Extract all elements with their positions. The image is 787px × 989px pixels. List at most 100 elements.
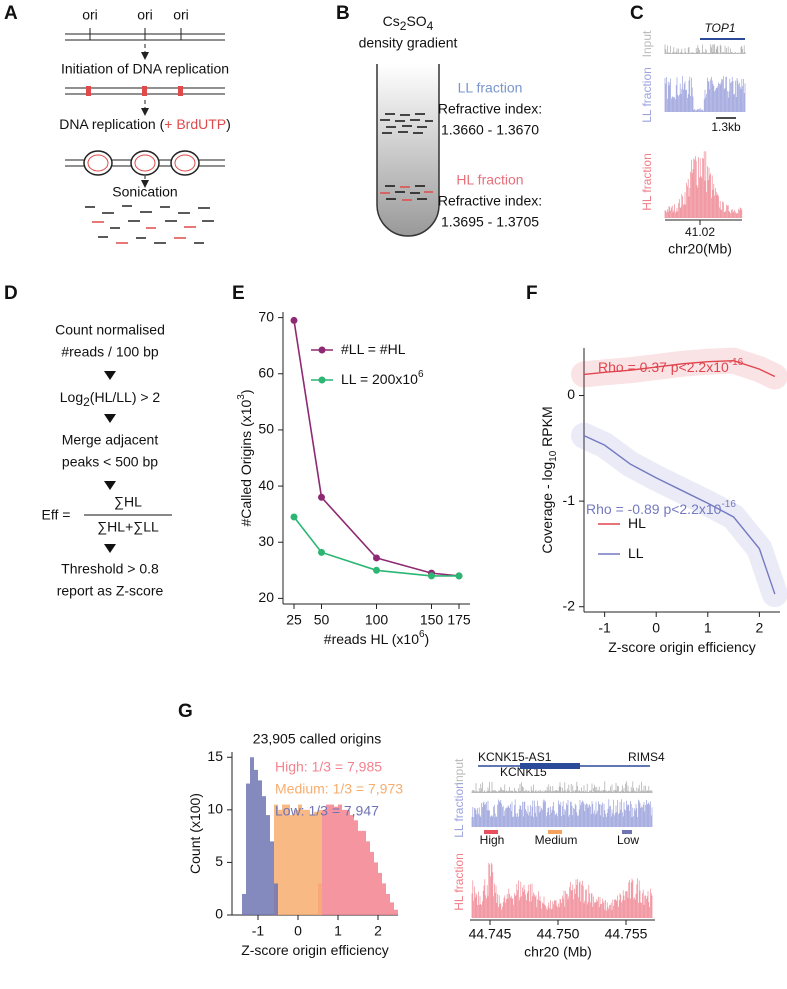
track-tick-label: 44.750	[537, 926, 580, 942]
histogram-bar	[394, 909, 398, 915]
fraction-label: Refractive index:	[438, 101, 542, 117]
histogram-bar	[274, 804, 278, 915]
track-axis-label: chr20(Mb)	[668, 241, 732, 257]
track-tick-label: 44.745	[469, 926, 512, 942]
chart-title: 23,905 called origins	[253, 731, 381, 747]
gene-label: RIMS4	[628, 750, 665, 764]
y-tick-label: 0	[567, 386, 575, 402]
panel-label: C	[630, 3, 644, 24]
gene-exon	[520, 763, 580, 769]
x-tick-label: 150	[420, 612, 444, 628]
text-part: (HL/LL) > 2	[90, 389, 161, 405]
fraction-range: 1.3695 - 1.3705	[441, 214, 539, 230]
point	[290, 513, 298, 521]
histogram-bar	[334, 806, 338, 915]
fraction-name: LL fraction	[458, 80, 523, 96]
flow-step: Log2(HL/LL) > 2	[60, 389, 161, 409]
text-part: Coverage - log	[539, 462, 555, 554]
y-tick-label: 50	[258, 421, 274, 437]
tracks	[471, 781, 653, 918]
text-part: -16	[729, 357, 744, 368]
histogram-bar	[314, 811, 318, 915]
histogram-bar	[358, 830, 362, 915]
flow-step: Threshold > 0.8	[61, 561, 159, 577]
histogram-bar	[346, 809, 350, 915]
track-label: LL fraction	[452, 782, 466, 838]
text-part: Rho = 0.37 p<2.2x10	[598, 359, 729, 375]
track-label: Input	[640, 30, 654, 57]
flow-arrow	[104, 481, 116, 490]
x-tick-label: 0	[294, 923, 302, 939]
y-tick-label: 60	[258, 364, 274, 380]
formula: Eff =	[42, 507, 71, 523]
text-part: Z-score origin efficiency	[241, 942, 389, 958]
track-label: HL fraction	[452, 853, 466, 911]
histogram-bar	[354, 820, 358, 915]
class-label: High	[480, 833, 505, 847]
point	[318, 493, 325, 501]
y-axis-label: Count (x100)	[187, 793, 203, 874]
track-label: HL fraction	[640, 153, 654, 211]
text-part: LL = 200x10	[341, 371, 418, 387]
legend-label: HL	[628, 515, 646, 531]
flow-step: peaks < 500 bp	[62, 454, 158, 470]
flow-arrow	[104, 371, 116, 380]
ori-label: ori	[137, 7, 153, 23]
annotation: Rho = -0.89 p<2.2x10-16	[586, 499, 736, 517]
legend-swatch	[318, 346, 326, 354]
point	[373, 554, 380, 562]
histogram-bar	[362, 830, 366, 915]
histogram-bar	[266, 815, 270, 915]
legend-label: High: 1/3 = 7,985	[275, 759, 382, 775]
step-label: Sonication	[112, 184, 177, 200]
class-region	[548, 830, 562, 834]
histogram-bar	[294, 809, 298, 915]
step-label: DNA replication (+ BrdUTP)	[59, 116, 231, 132]
panel-a	[65, 28, 225, 244]
histogram-bar	[318, 809, 322, 915]
x-tick-label: 50	[314, 612, 330, 628]
histogram-bar	[378, 872, 382, 915]
panel-label: D	[4, 283, 18, 304]
class-region	[622, 830, 632, 834]
histogram-bar	[286, 804, 290, 915]
histogram-bar	[374, 862, 378, 915]
gene-label: TOP1	[704, 21, 735, 35]
class-region	[484, 830, 498, 834]
text-part: Z-score origin efficiency	[608, 639, 756, 655]
step-label: Initiation of DNA replication	[61, 61, 229, 77]
y-tick-label: 0	[215, 906, 223, 922]
panel-label: A	[4, 3, 18, 24]
text-part: + BrdUTP	[164, 116, 226, 132]
x-tick-label: 1	[334, 923, 342, 939]
ori-label: ori	[173, 7, 189, 23]
formula: ∑HL	[114, 494, 142, 510]
flow-step: Count normalised	[55, 322, 165, 338]
histogram-bar	[270, 841, 274, 915]
track-tick-label: 44.755	[605, 926, 648, 942]
x-tick-label: -1	[252, 923, 265, 939]
x-tick-label: 100	[365, 612, 389, 628]
text-part: 2	[83, 395, 90, 409]
annotation: Rho = 0.37 p<2.2x10-16	[598, 357, 744, 375]
legend-label: LL = 200x106	[341, 369, 424, 387]
histogram-bar	[386, 893, 390, 915]
flow-step: report as Z-score	[57, 583, 164, 599]
panel-label: E	[232, 283, 245, 304]
fraction-range: 1.3660 - 1.3670	[441, 122, 539, 138]
histogram-bar	[282, 804, 286, 915]
flow-arrow	[104, 414, 116, 423]
histogram-bar	[366, 841, 370, 915]
legend-label: Medium: 1/3 = 7,973	[275, 781, 403, 797]
series-line	[293, 320, 460, 577]
text-part: DNA replication (	[59, 116, 164, 132]
track-tick-label: 41.02	[685, 225, 715, 239]
point	[290, 316, 298, 324]
y-axis-label: Coverage - log10 RPKM	[539, 406, 559, 553]
legend-label: #LL = #HL	[341, 341, 406, 357]
histogram-bar	[274, 883, 278, 915]
text-part: )	[238, 389, 254, 394]
track-label: LL fraction	[640, 67, 654, 123]
histogram-bar	[350, 815, 354, 915]
